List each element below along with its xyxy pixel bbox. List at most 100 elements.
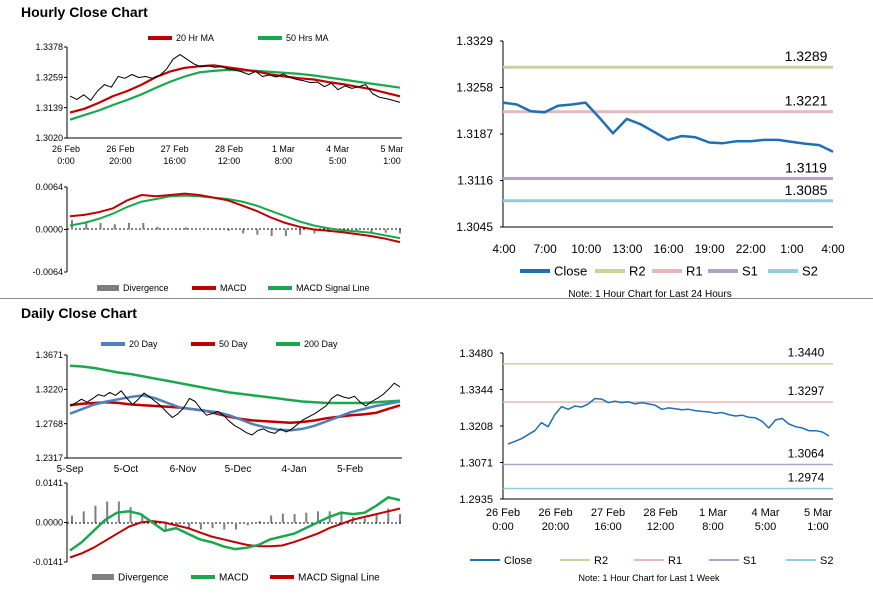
daily-levels-x-tick-label: 12:00 (647, 521, 675, 533)
hourly-levels-x-tick-label: 7:00 (533, 242, 557, 256)
daily-macd-line (69, 496, 401, 552)
daily-levels-x-tick-label: 1 Mar (699, 507, 727, 519)
hourly-levels-legend-label: R2 (629, 264, 646, 279)
daily-200day-line (69, 364, 401, 405)
hourly-levels-y-tick-label: 1.3045 (456, 220, 493, 234)
daily-levels-x-tick-label: 0:00 (492, 521, 513, 533)
hourly-level-label-r1: 1.3221 (785, 93, 828, 109)
daily-price-y-tick-label: 1.2317 (35, 453, 63, 463)
daily-levels-legend-label: R1 (668, 555, 682, 567)
hourly-levels-legend-label: S2 (802, 264, 818, 279)
hourly-level-label-s2: 1.3085 (785, 182, 828, 198)
hourly-levels-x-tick-label: 10:00 (571, 242, 601, 256)
daily-price-x-tick-label: 4-Jan (281, 464, 306, 475)
hourly-price-x-tick-label: 28 Feb (215, 144, 243, 154)
daily-price-legend-label: 50 Day (219, 339, 248, 349)
hourly-price-x-tick-label: 5 Mar (380, 144, 403, 154)
daily-macd-y-tick-label: -0.0141 (32, 557, 63, 567)
daily-level-label-s2: 1.2974 (788, 471, 825, 485)
daily-price-x-tick-label: 5-Feb (337, 464, 364, 475)
hourly-levels-x-tick-label: 4:00 (821, 242, 845, 256)
hourly-levels-x-tick-label: 4:00 (492, 242, 516, 256)
hourly-price-legend-label: 20 Hr MA (176, 33, 214, 43)
hourly-levels-y-tick-label: 1.3258 (456, 81, 493, 95)
hourly-price-x-tick-label: 5:00 (329, 156, 347, 166)
daily-levels-x-tick-label: 26 Feb (538, 507, 572, 519)
hourly-price-x-tick-label: 12:00 (218, 156, 241, 166)
daily-level-label-s1: 1.3064 (788, 446, 825, 460)
hourly-price-x-tick-label: 8:00 (275, 156, 293, 166)
daily-levels-y-tick-label: 1.3208 (459, 421, 493, 433)
hourly-macd-y-tick-label: -0.0064 (32, 267, 63, 277)
hourly-price-x-tick-label: 20:00 (109, 156, 132, 166)
daily-levels-x-tick-label: 20:00 (542, 521, 570, 533)
daily-levels-y-tick-label: 1.3480 (459, 348, 493, 360)
section-divider (0, 298, 873, 299)
hourly-20hr-ma-line (69, 64, 401, 114)
hourly-price-y-tick-label: 1.3020 (35, 133, 63, 143)
hourly-levels-x-tick-label: 16:00 (653, 242, 683, 256)
daily-levels-legend-label: Close (504, 555, 532, 567)
hourly-macd-y-tick-label: 0.0000 (35, 225, 63, 235)
daily-levels-x-tick-label: 28 Feb (643, 507, 677, 519)
hourly-price-x-tick-label: 0:00 (57, 156, 75, 166)
hourly-levels-y-tick-label: 1.3116 (457, 174, 493, 188)
hourly-macd-signal-line (69, 194, 401, 240)
daily-macd-y-tick-label: 0.0141 (35, 478, 63, 488)
hourly-levels-x-tick-label: 13:00 (612, 242, 642, 256)
hourly-price-y-tick-label: 1.3139 (35, 103, 63, 113)
daily-levels-y-tick-label: 1.3344 (459, 384, 493, 396)
hourly-levels-x-tick-label: 1:00 (780, 242, 804, 256)
hourly-price-y-tick-label: 1.3259 (35, 72, 63, 82)
hourly-macd-legend-label: Divergence (123, 283, 169, 293)
daily-macd-y-tick-label: 0.0000 (35, 518, 63, 528)
hourly-macd-line (69, 192, 401, 244)
hourly-macd-legend-label: MACD Signal Line (296, 283, 370, 293)
hourly-levels-note: Note: 1 Hour Chart for Last 24 Hours (568, 289, 731, 300)
daily-price-x-tick-label: 6-Nov (170, 464, 197, 475)
daily-price-y-tick-label: 1.3220 (35, 384, 63, 394)
hourly-level-label-r2: 1.3289 (785, 48, 828, 64)
daily-price-y-tick-label: 1.3671 (35, 350, 63, 360)
daily-levels-legend-label: R2 (594, 555, 608, 567)
daily-levels-y-tick-label: 1.2935 (459, 494, 493, 506)
hourly-price-x-tick-label: 1:00 (383, 156, 401, 166)
hourly-price-x-tick-label: 26 Feb (106, 144, 134, 154)
daily-levels-x-tick-label: 26 Feb (486, 507, 520, 519)
daily-levels-y-tick-label: 1.3071 (459, 457, 493, 469)
daily-levels-legend-label: S1 (743, 555, 756, 567)
daily-levels-x-tick-label: 16:00 (594, 521, 622, 533)
daily-section-title: Daily Close Chart (21, 305, 137, 321)
daily-macd-legend-label: MACD Signal Line (298, 573, 380, 584)
daily-levels-x-tick-label: 4 Mar (751, 507, 779, 519)
daily-close-line (69, 382, 401, 436)
hourly-levels-close-line (502, 101, 834, 153)
daily-macd-legend-label: MACD (219, 573, 248, 584)
daily-price-x-tick-label: 5-Sep (57, 464, 84, 475)
daily-20day-line (69, 394, 401, 432)
daily-levels-legend-label: S2 (820, 555, 833, 567)
hourly-macd-legend-label: MACD (220, 283, 247, 293)
hourly-price-x-tick-label: 1 Mar (272, 144, 295, 154)
daily-levels-x-tick-label: 8:00 (702, 521, 723, 533)
daily-level-label-r1: 1.3297 (788, 384, 825, 398)
daily-price-y-tick-label: 1.2768 (35, 419, 63, 429)
daily-macd-signal-line (69, 507, 401, 559)
hourly-price-x-tick-label: 4 Mar (326, 144, 349, 154)
hourly-close-line (69, 54, 401, 103)
daily-price-legend-label: 200 Day (304, 339, 338, 349)
hourly-price-legend-label: 50 Hrs MA (286, 33, 329, 43)
daily-levels-x-tick-label: 5:00 (755, 521, 776, 533)
hourly-level-label-s1: 1.3119 (785, 160, 827, 176)
hourly-price-y-tick-label: 1.3378 (35, 42, 63, 52)
hourly-levels-legend-label: S1 (742, 264, 758, 279)
hourly-price-x-tick-label: 27 Feb (161, 144, 189, 154)
daily-macd-legend-label: Divergence (118, 573, 169, 584)
daily-price-legend-label: 20 Day (129, 339, 158, 349)
daily-levels-x-tick-label: 27 Feb (591, 507, 625, 519)
hourly-levels-x-tick-label: 22:00 (736, 242, 766, 256)
daily-level-label-r2: 1.3440 (788, 346, 825, 360)
daily-levels-note: Note: 1 Hour Chart for Last 1 Week (579, 573, 720, 583)
hourly-section-title: Hourly Close Chart (21, 4, 148, 20)
